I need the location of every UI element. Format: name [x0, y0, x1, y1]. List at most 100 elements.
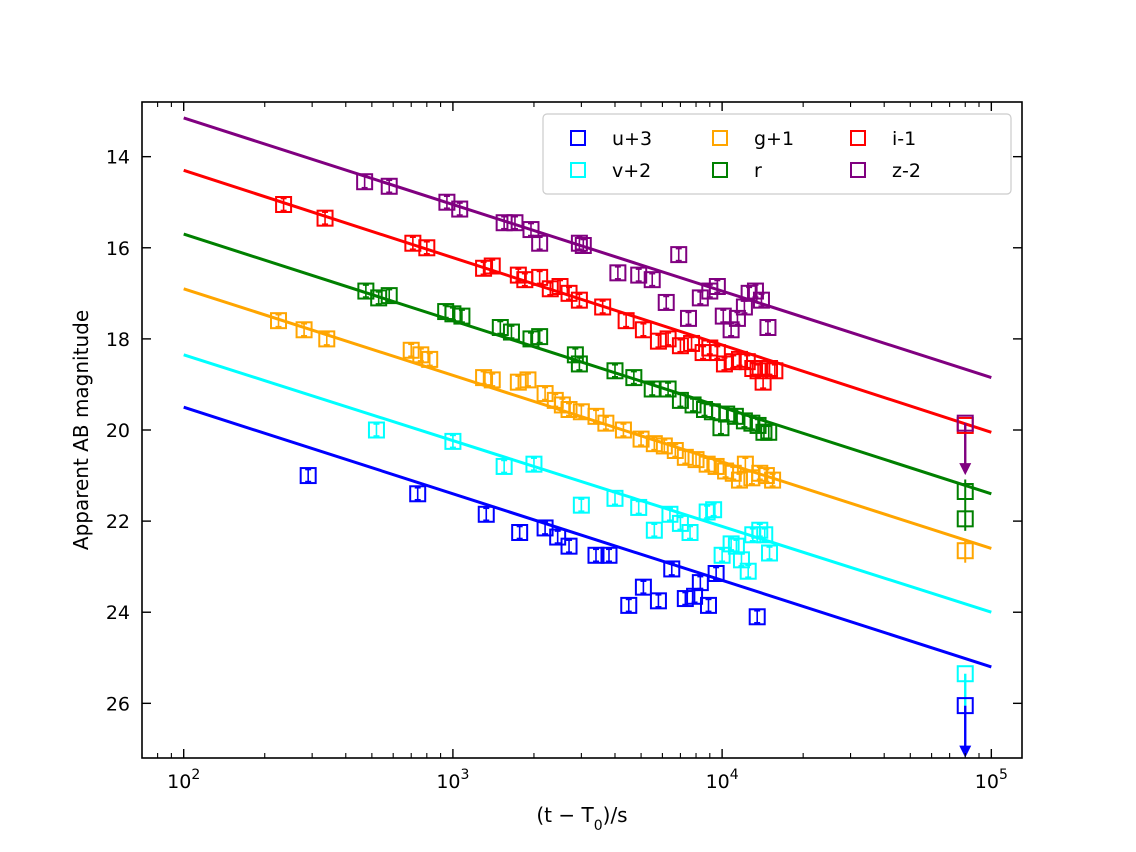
point-r-27	[760, 423, 778, 441]
marker-square	[663, 560, 681, 578]
marker-square	[634, 578, 652, 596]
point-gplus1-4	[412, 346, 430, 364]
point-zminus2-4	[495, 214, 513, 232]
marker-square	[299, 467, 317, 485]
x-tick-label-exponent: 3	[461, 767, 470, 783]
point-uplus3-9	[620, 596, 638, 614]
marker-square	[560, 401, 578, 418]
marker-square	[421, 350, 439, 368]
marker-square	[483, 371, 501, 389]
point-r-10	[566, 346, 584, 364]
marker-square	[699, 596, 717, 614]
legend-marker	[850, 130, 866, 146]
marker-square	[509, 266, 527, 284]
point-vplus2-10	[681, 524, 699, 541]
marker-square	[570, 291, 588, 309]
marker-square	[574, 237, 592, 254]
marker-square	[708, 278, 726, 295]
point-vplus2-9	[671, 514, 689, 532]
legend-label: r	[754, 160, 762, 182]
point-r-17	[684, 396, 702, 414]
marker-square	[760, 423, 778, 441]
marker-square	[630, 498, 648, 516]
marker-square	[511, 524, 529, 541]
point-uplus3-0	[299, 467, 317, 485]
point-vplus2-12	[705, 501, 723, 519]
marker-square	[661, 505, 679, 523]
legend-marker	[570, 130, 586, 146]
data-markers	[270, 173, 974, 715]
marker-square	[743, 414, 761, 432]
marker-square	[444, 305, 462, 323]
marker-square	[402, 341, 420, 359]
legend-item-uplus3: u+3	[570, 128, 652, 150]
x-tick-label: 103	[436, 767, 469, 793]
marker-square	[746, 282, 764, 300]
marker-square	[625, 369, 643, 387]
x-axis-label-tail: )/s	[603, 803, 628, 827]
point-r-1	[370, 289, 388, 307]
point-gplus1-17	[614, 421, 632, 439]
marker-square	[756, 526, 774, 544]
marker-square	[570, 355, 588, 373]
legend-item-zminus2: z-2	[850, 160, 921, 182]
marker-square	[318, 330, 336, 348]
marker-square	[649, 592, 667, 610]
marker-square	[744, 360, 762, 377]
marker-square	[451, 200, 469, 218]
marker-square	[617, 312, 635, 330]
marker-square	[367, 421, 385, 439]
point-zminus2-5	[506, 214, 524, 232]
marker-square	[380, 287, 398, 305]
marker-square	[691, 574, 709, 592]
marker-square	[483, 257, 501, 275]
marker-square	[707, 457, 725, 475]
marker-square	[722, 321, 740, 339]
point-gplus1-16	[597, 414, 615, 432]
upper-limit-zminus2-0	[956, 414, 974, 432]
point-r-12	[606, 362, 624, 380]
legend-item-vplus2: v+2	[570, 160, 651, 182]
marker-square	[444, 432, 462, 450]
x-tick-label: 105	[975, 767, 1008, 793]
marker-square	[412, 346, 430, 364]
point-gplus1-0	[270, 312, 288, 330]
point-iminus1-14	[617, 312, 635, 330]
marker-square	[477, 505, 495, 523]
point-vplus2-5	[606, 489, 624, 507]
point-r-11	[570, 355, 588, 373]
marker-square	[645, 521, 663, 539]
point-zminus2-3	[451, 200, 469, 218]
marker-square	[606, 489, 624, 507]
point-iminus1-31	[766, 362, 784, 380]
legend-label: u+3	[612, 128, 652, 150]
y-tick-label: 24	[106, 602, 130, 624]
point-uplus3-3	[511, 524, 529, 541]
point-uplus3-1	[409, 485, 427, 503]
marker-square	[764, 471, 782, 489]
point-vplus2-17	[739, 562, 757, 580]
marker-square	[630, 266, 648, 284]
marker-square	[707, 565, 725, 582]
marker-square	[594, 298, 612, 316]
marker-square	[761, 360, 779, 377]
marker-square	[453, 307, 471, 325]
legend-marker	[570, 162, 586, 178]
marker-square	[316, 209, 334, 227]
marker-square	[718, 405, 736, 423]
point-vplus2-1	[444, 432, 462, 450]
point-uplus3-2	[477, 505, 495, 523]
fit-line-uplus3	[183, 405, 992, 669]
marker-square	[491, 319, 509, 336]
point-gplus1-2	[318, 330, 336, 348]
marker-square	[956, 697, 974, 715]
legend-label: v+2	[612, 160, 651, 182]
marker-square	[531, 328, 549, 346]
marker-square	[549, 528, 567, 546]
point-vplus2-21	[761, 544, 779, 562]
point-uplus3-13	[676, 590, 694, 608]
point-r-8	[522, 330, 540, 348]
point-r-9	[531, 328, 549, 346]
point-uplus3-5	[549, 528, 567, 546]
marker-square	[380, 177, 398, 195]
